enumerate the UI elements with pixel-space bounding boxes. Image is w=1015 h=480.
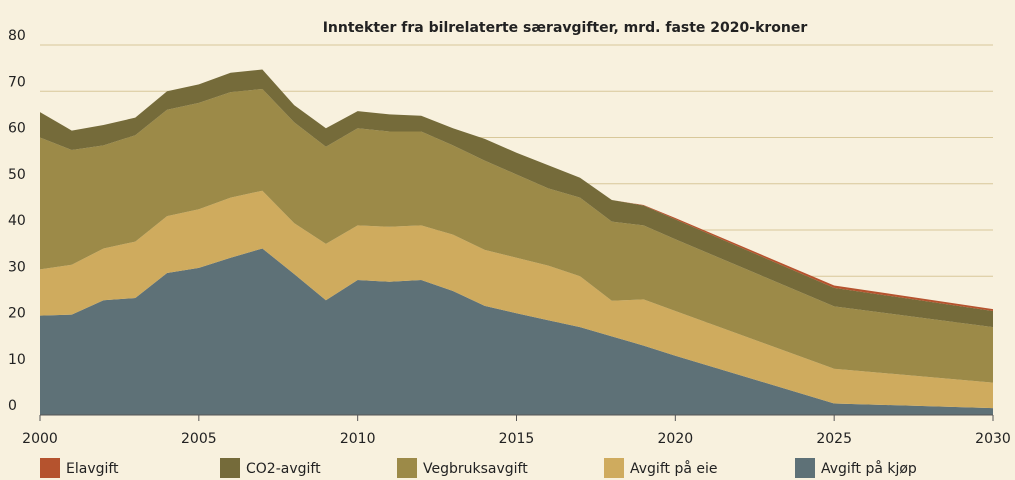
legend-swatch <box>795 458 815 478</box>
y-tick-label: 30 <box>8 259 26 275</box>
y-tick-label: 10 <box>8 352 26 368</box>
y-tick-label: 50 <box>8 167 26 183</box>
legend-swatch <box>604 458 624 478</box>
x-tick-label: 2000 <box>22 431 58 447</box>
legend-swatch <box>220 458 240 478</box>
legend-label: Vegbruksavgift <box>423 461 528 477</box>
legend-label: Elavgift <box>66 461 119 477</box>
y-tick-label: 70 <box>8 74 26 90</box>
x-tick-label: 2025 <box>816 431 852 447</box>
y-tick-label: 0 <box>8 398 17 414</box>
x-tick-label: 2020 <box>658 431 694 447</box>
y-tick-label: 60 <box>8 121 26 137</box>
y-tick-label: 80 <box>8 28 26 44</box>
area <box>40 88 993 383</box>
legend-label: CO2-avgift <box>246 461 321 477</box>
area <box>40 69 993 328</box>
x-tick-label: 2005 <box>181 431 217 447</box>
y-tick-label: 40 <box>8 213 26 229</box>
x-tick-label: 2010 <box>340 431 376 447</box>
area <box>40 248 993 415</box>
legend-label: Avgift på eie <box>630 460 717 477</box>
legend-swatch <box>40 458 60 478</box>
x-tick-label: 2030 <box>975 431 1011 447</box>
y-tick-label: 20 <box>8 306 26 322</box>
legend-swatch <box>397 458 417 478</box>
x-tick-label: 2015 <box>499 431 535 447</box>
legend-label: Avgift på kjøp <box>821 460 917 477</box>
chart-title: Inntekter fra bilrelaterte særavgifter, … <box>323 20 808 36</box>
area <box>40 190 993 409</box>
